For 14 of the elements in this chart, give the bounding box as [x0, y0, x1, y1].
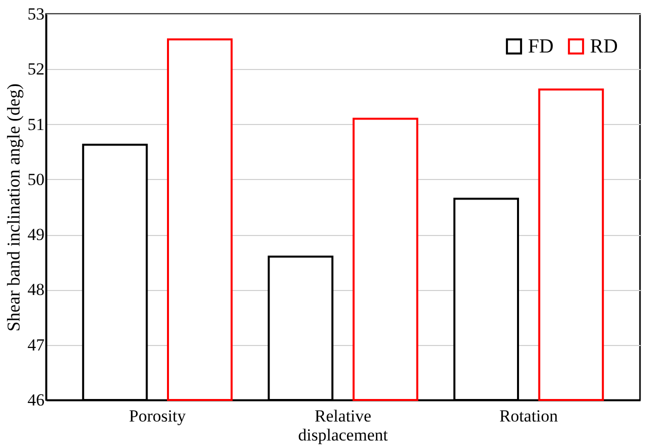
y-tick-label: 50 [28, 170, 44, 189]
y-tick-label: 53 [28, 4, 44, 24]
x-tick-label: Porosity [129, 406, 186, 426]
y-tick-label: 46 [28, 390, 44, 410]
x-tick-label: Relative displacement [298, 406, 388, 444]
y-tick-label: 47 [28, 335, 45, 354]
legend-label: RD [590, 35, 618, 58]
legend-label: FD [528, 35, 554, 58]
y-tick-label: 52 [28, 60, 44, 79]
y-tick-label: 51 [28, 114, 44, 134]
y-tick-label: 48 [28, 280, 44, 300]
y-tick-label: 49 [28, 225, 44, 244]
y-axis-title: Shear band inclination angle (deg) [4, 84, 24, 332]
x-tick-label: Rotation [499, 406, 558, 426]
